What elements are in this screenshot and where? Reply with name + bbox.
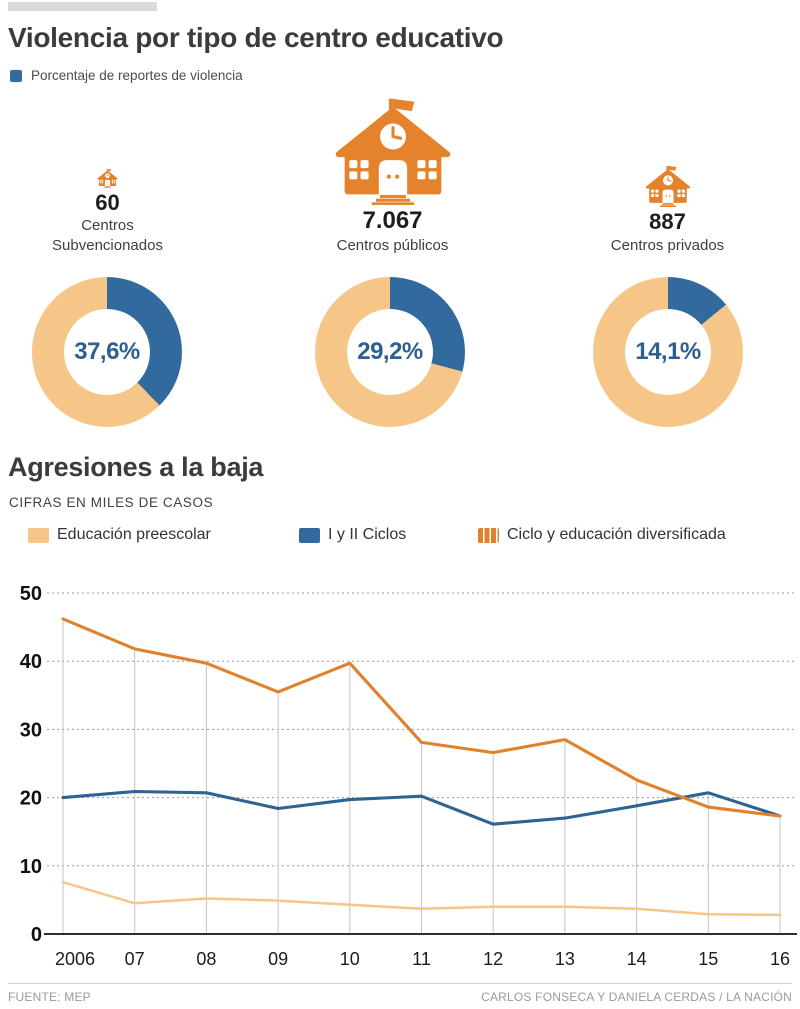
swatch-preescolar: [28, 527, 49, 543]
svg-text:10: 10: [340, 949, 360, 969]
svg-text:09: 09: [268, 949, 288, 969]
school-icon: [645, 166, 690, 208]
center-privados: 887 Centros privados: [580, 164, 755, 255]
source-text: FUENTE: MEP: [8, 990, 91, 1004]
svg-text:15: 15: [698, 949, 718, 969]
legend-swatch-blue: [10, 69, 22, 82]
svg-text:50: 50: [20, 583, 42, 605]
svg-text:11: 11: [412, 949, 431, 969]
legend-label: Porcentaje de reportes de violencia: [31, 68, 243, 83]
svg-text:13: 13: [555, 949, 575, 969]
donut-publicos: 29,2%: [315, 277, 465, 427]
svg-text:07: 07: [125, 949, 145, 969]
section-title: Agresiones a la baja: [8, 452, 264, 482]
section-subtitle: CIFRAS EN MILES DE CASOS: [9, 495, 214, 510]
series-i-y-ii-ciclos: [61, 789, 782, 826]
donut-value-subvencionados: 37,6%: [74, 338, 140, 365]
violence-legend: Porcentaje de reportes de violencia: [10, 68, 243, 83]
x-labels: 2006 07 08 09 10 11 12 13 14 15 16: [55, 949, 790, 969]
legend-diversificada: Ciclo y educación diversificada: [478, 526, 726, 544]
svg-text:12: 12: [483, 949, 503, 969]
legend-ciclos: I y II Ciclos: [299, 526, 406, 544]
line-chart: 0 10 20 30 40 50 2006 07 08 09 10 11 12 13 14 15 16: [0, 552, 800, 982]
x-grid: [62, 620, 781, 934]
donut-value-privados: 14,1%: [635, 338, 701, 365]
svg-text:08: 08: [196, 949, 216, 969]
svg-text:16: 16: [770, 949, 790, 969]
count-subvencionados: 60: [95, 189, 120, 215]
credit-text: CARLOS FONSECA Y DANIELA CERDAS / LA NAC…: [481, 990, 792, 1004]
y-grid: 0 10 20 30 40 50: [20, 583, 797, 946]
center-subvencionados: 60 Centros Subvencionados: [20, 168, 195, 255]
series-educaci-n-preescolar: [61, 880, 782, 917]
label-subvencionados: Centros Subvencionados: [52, 217, 163, 254]
donut-privados: 14,1%: [593, 277, 743, 427]
svg-text:20: 20: [20, 788, 42, 810]
school-icon: [335, 99, 450, 206]
series-ciclo-y-educaci-n-diversificada: [61, 617, 782, 818]
footer-divider: [8, 983, 792, 984]
label-publicos: Centros públicos: [336, 236, 449, 254]
svg-text:10: 10: [20, 856, 42, 878]
legend-preescolar: Educación preescolar: [28, 526, 211, 544]
count-privados: 887: [649, 209, 686, 235]
donut-value-publicos: 29,2%: [357, 338, 423, 365]
donut-subvencionados: 37,6%: [32, 277, 182, 427]
svg-text:0: 0: [31, 924, 42, 946]
school-icon: [97, 168, 118, 188]
swatch-ciclos: [299, 527, 320, 543]
center-publicos: 7.067 Centros públicos: [295, 94, 490, 255]
center-types-row: 60 Centros Subvencionados: [0, 95, 800, 255]
page-title: Violencia por tipo de centro educativo: [8, 22, 504, 53]
svg-text:14: 14: [627, 949, 647, 969]
svg-text:40: 40: [20, 651, 42, 673]
label-privados: Centros privados: [610, 236, 725, 254]
line-chart-svg: 0 10 20 30 40 50 2006 07 08 09 10 11 12 13 14 15 16: [20, 583, 797, 969]
count-publicos: 7.067: [362, 207, 423, 235]
svg-text:30: 30: [20, 719, 42, 741]
top-accent-bar: [8, 2, 157, 11]
svg-text:2006: 2006: [55, 949, 95, 969]
swatch-diversificada: [478, 527, 499, 543]
